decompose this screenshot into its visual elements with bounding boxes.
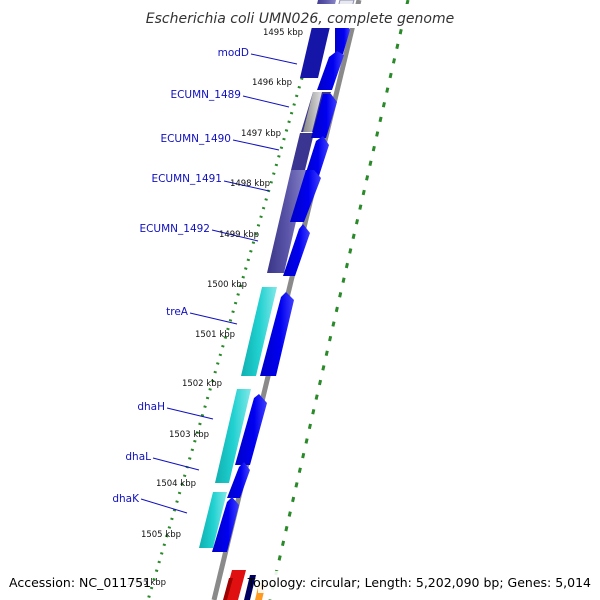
cds-arrow[interactable]	[311, 94, 337, 138]
leader-line	[152, 457, 200, 471]
cds-arrow[interactable]	[227, 462, 250, 498]
gene-label-ECUMN_1490[interactable]: ECUMN_1490	[160, 133, 231, 145]
cog-block[interactable]	[267, 170, 308, 273]
leader-line	[211, 229, 259, 242]
rna-feature[interactable]	[223, 578, 233, 600]
gene-label-modD[interactable]: modD	[218, 47, 249, 59]
leader-line	[250, 53, 298, 65]
cds-arrow[interactable]	[283, 224, 310, 276]
tick-labels: 1495 kbp 1496 kbp 1497 kbp 1498 kbp 1499…	[126, 28, 303, 588]
cds-arrow[interactable]	[235, 394, 267, 465]
gene-label-ECUMN_1489[interactable]: ECUMN_1489	[170, 89, 241, 101]
tick-label: 1500 kbp	[207, 280, 247, 290]
accession-text: Accession: NC_011751	[9, 575, 151, 590]
cds-arrow[interactable]	[317, 51, 344, 90]
cds-arrow[interactable]	[290, 170, 321, 222]
title-background	[140, 4, 460, 28]
gene-labels: modD ECUMN_1489 ECUMN_1490 ECUMN_1491 EC…	[112, 47, 249, 505]
tick-label: 1495 kbp	[263, 28, 303, 38]
cog-block[interactable]	[300, 18, 332, 78]
tick-label: 1499 kbp	[219, 230, 259, 240]
tick-label: 1504 kbp	[156, 479, 196, 489]
leader-line	[242, 95, 290, 108]
footer-summary-background	[258, 571, 594, 593]
cog-block[interactable]	[199, 492, 227, 548]
leader-line	[223, 180, 270, 192]
tick-label: 1502 kbp	[182, 379, 222, 389]
cds-arrow[interactable]	[303, 92, 322, 132]
cds-arrow[interactable]	[260, 292, 294, 376]
tick-label: 1498 kbp	[230, 179, 270, 189]
gene-label-ECUMN_1492[interactable]: ECUMN_1492	[139, 223, 210, 235]
cds-arrow[interactable]	[212, 497, 239, 552]
cog-block[interactable]	[215, 389, 251, 483]
leader-line	[189, 312, 238, 325]
genome-summary-text: Topology: circular; Length: 5,202,090 bp…	[247, 575, 591, 590]
gene-leader-lines	[140, 53, 298, 514]
cds-arrow[interactable]	[244, 575, 256, 600]
gene-label-dhaH[interactable]: dhaH	[137, 401, 165, 413]
rna-feature[interactable]	[224, 570, 246, 600]
gc-content-dashed-line-right	[268, 0, 410, 600]
tick-label: 1505 kbp	[141, 530, 181, 540]
tick-label: 1497 kbp	[241, 129, 281, 139]
leader-line	[232, 139, 280, 151]
cds-arrow[interactable]	[335, 20, 350, 54]
tick-label: 1503 kbp	[169, 430, 209, 440]
gene-label-ECUMN_1491[interactable]: ECUMN_1491	[151, 173, 222, 185]
cog-block[interactable]	[291, 133, 314, 170]
footer-accession-background	[4, 571, 144, 593]
tick-label: 1501 kbp	[195, 330, 235, 340]
leader-line	[166, 407, 214, 420]
tick-label: 1496 kbp	[252, 78, 292, 88]
tick-label: 1506 kbp	[126, 578, 166, 588]
gene-label-dhaK[interactable]: dhaK	[112, 493, 140, 505]
cog-block[interactable]	[241, 287, 277, 376]
gene-label-treA[interactable]: treA	[166, 306, 189, 318]
gene-label-dhaL[interactable]: dhaL	[125, 451, 151, 463]
leader-line	[140, 498, 188, 514]
map-title: Escherichia coli UMN026, complete genome	[146, 11, 454, 27]
